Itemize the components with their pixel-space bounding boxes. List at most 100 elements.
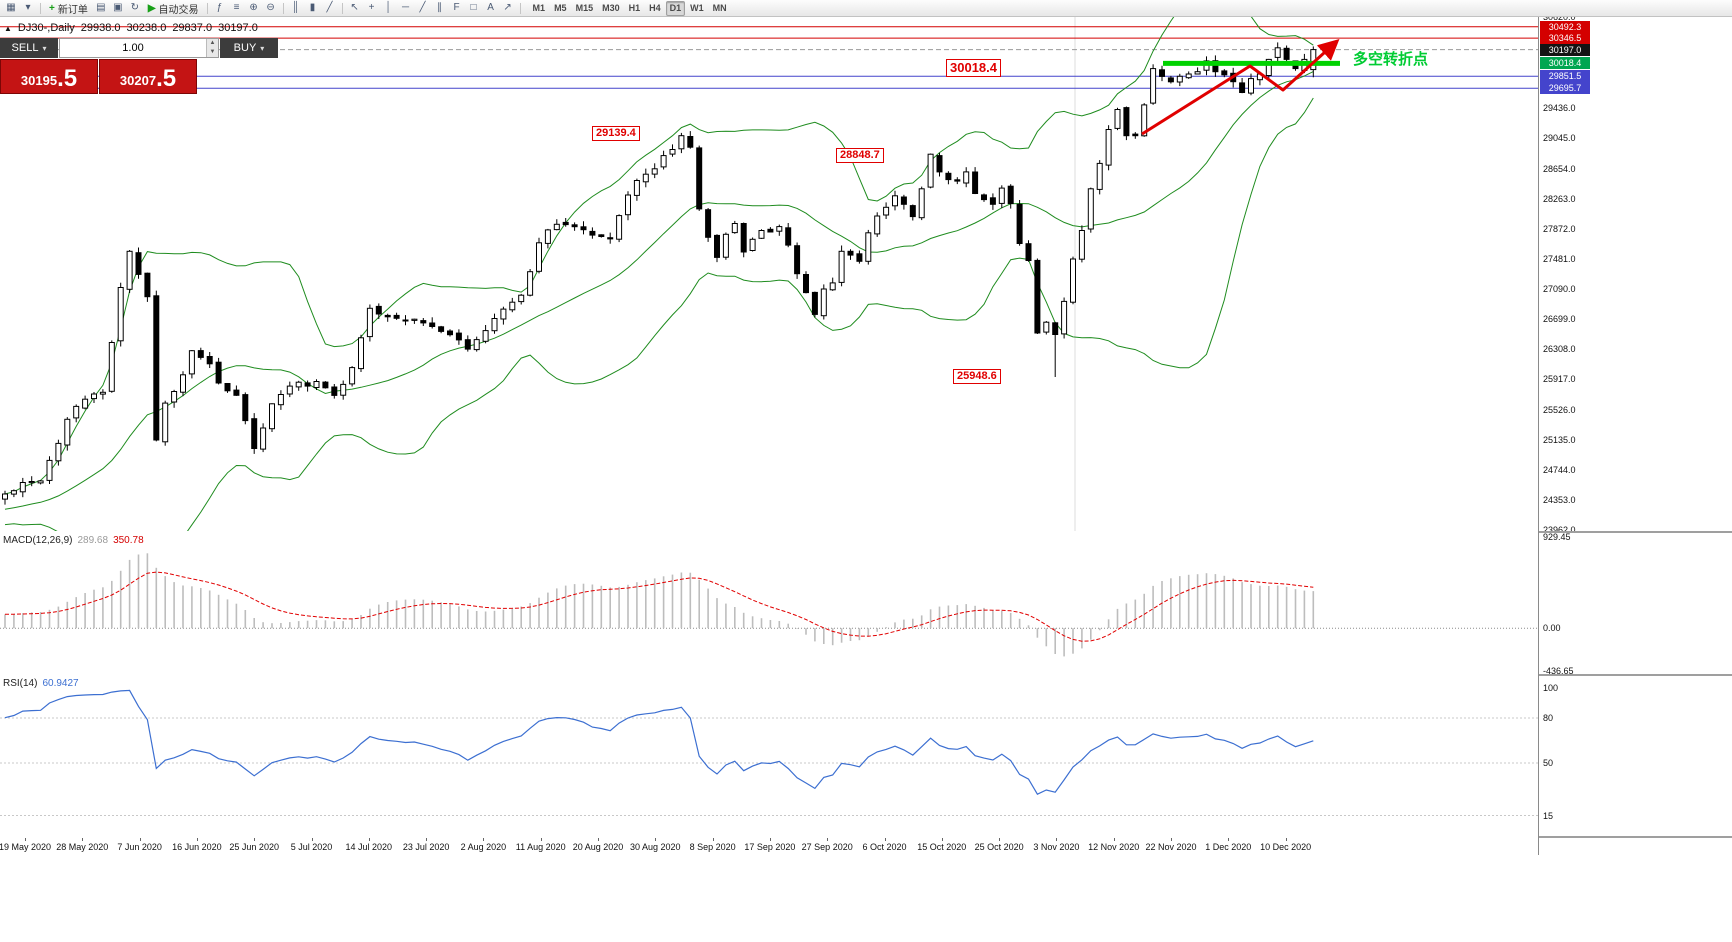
price-axis[interactable]: 30620.0 29436.0 29045.0 28654.0 28263.0 27872… <box>1538 12 1732 855</box>
sell-dropdown-button[interactable]: SELL ▾ <box>0 38 58 58</box>
price-axis-label: 26308.0 <box>1543 344 1576 355</box>
price-axis-badge: 30492.3 <box>1540 20 1590 33</box>
horizontal-line-icon: ─ <box>402 2 410 13</box>
chart-profiles-icon: ▾ <box>25 2 31 13</box>
date-axis-tick <box>712 838 714 841</box>
price-axis-label: 25135.0 <box>1543 434 1576 445</box>
timeframe-h4-button[interactable]: H4 <box>649 2 661 13</box>
price-axis-label: 29045.0 <box>1543 133 1576 144</box>
zoom-in-icon[interactable]: ⊕ <box>246 1 262 15</box>
panel-splitter[interactable] <box>1539 531 1732 533</box>
lot-increase-button[interactable]: ▲ <box>207 39 218 48</box>
timeframe-group: M1 M5 M15 M30 H1 H4 D1 W1 MN <box>529 0 731 16</box>
bar-chart-icon: ║ <box>292 2 300 13</box>
shapes-icon[interactable]: □ <box>466 1 482 15</box>
symbol-name: DJ30-,Daily <box>17 22 75 34</box>
lot-decrease-button[interactable]: ▼ <box>207 48 218 57</box>
macd-panel[interactable]: MACD(12,26,9) 289.68 350.78 <box>0 533 1538 678</box>
panel-splitter[interactable] <box>1539 674 1732 676</box>
new-chart-icon[interactable]: ▦ <box>3 1 19 15</box>
candlestick-chart-icon[interactable]: ▮ <box>305 1 321 15</box>
bar-chart-icon[interactable]: ║ <box>288 1 304 15</box>
macd-header: MACD(12,26,9) 289.68 350.78 <box>3 535 144 546</box>
timeframe-d1-button[interactable]: D1 <box>665 0 686 16</box>
date-axis-tick <box>82 838 84 841</box>
horizontal-line-icon[interactable]: ─ <box>398 1 414 15</box>
timeframe-m30-button[interactable]: M30 <box>602 2 620 13</box>
price-axis-badge: 30018.4 <box>1540 57 1590 70</box>
date-axis-tick <box>311 838 313 841</box>
zoom-in-icon: ⊕ <box>249 2 258 13</box>
auto-trading-button[interactable]: ▶ 自动交易 <box>144 1 203 16</box>
rsi-axis-label: 80 <box>1543 713 1554 723</box>
lot-size-field: ▲ ▼ <box>59 38 219 58</box>
ohlc-low: 29837.0 <box>172 22 213 34</box>
toolbar-separator <box>206 2 208 14</box>
price-big-digits: .5 <box>57 65 78 92</box>
sell-button[interactable]: 30195.5 <box>0 59 98 94</box>
lot-stepper: ▲ ▼ <box>206 39 218 57</box>
panel-splitter[interactable] <box>1539 836 1732 838</box>
vertical-line-icon[interactable]: │ <box>381 1 397 15</box>
trendline-icon: ╱ <box>419 2 426 13</box>
toolbar-separator <box>282 2 284 14</box>
date-axis-label: 19 May 2020 <box>0 842 52 852</box>
fibonacci-icon[interactable]: F <box>449 1 465 15</box>
timeframe-mn-button[interactable]: MN <box>712 2 727 13</box>
ohlc-high: 30238.0 <box>126 22 167 34</box>
new-chart-icon: ▦ <box>6 2 16 13</box>
data-window-icon[interactable]: ▣ <box>110 1 126 15</box>
price-annotation: 29139.4 <box>592 126 640 141</box>
indicators-icon[interactable]: ƒ <box>212 1 228 15</box>
buy-label: BUY <box>233 42 257 54</box>
text-icon: A <box>487 2 494 13</box>
date-axis-label: 14 Jul 2020 <box>345 842 393 852</box>
refresh-icon[interactable]: ↻ <box>127 1 143 15</box>
toolbar-separator <box>40 2 41 14</box>
buy-button[interactable]: 30207.5 <box>99 59 197 94</box>
rsi-panel[interactable]: RSI(14) 60.9427 <box>0 676 1538 840</box>
date-axis-label: 10 Dec 2020 <box>1260 842 1312 852</box>
lot-input[interactable] <box>60 39 206 57</box>
toolbar: ▦ ▾ + 新订单 ▤ ▣ ↻ ▶ 自动交易 ƒ ≡ ⊕ ⊖ ║ ▮ ╱ ↖ + │ ─ ╱ ∥ F □ A ↗ M1 M5 M15 M3… <box>0 0 1732 17</box>
main-chart-panel[interactable]: ▲ DJ30-,Daily 29938.0 30238.0 29837.0 30… <box>0 16 1538 535</box>
macd-axis-label: -436.65 <box>1543 666 1574 676</box>
price-axis-label: 29436.0 <box>1543 103 1576 114</box>
objects-list-icon[interactable]: ≡ <box>229 1 245 15</box>
date-axis-label: 25 Jun 2020 <box>229 842 279 852</box>
timeframe-m5-button[interactable]: M5 <box>554 2 567 13</box>
text-icon[interactable]: A <box>483 1 499 15</box>
turning-point-label: 多空转折点 <box>1353 51 1429 68</box>
date-axis-tick <box>1113 838 1115 841</box>
timeframe-m1-button[interactable]: M1 <box>532 2 546 13</box>
arrows-icon[interactable]: ↗ <box>500 1 516 15</box>
buy-dropdown-button[interactable]: BUY ▾ <box>220 38 278 58</box>
channel-icon[interactable]: ∥ <box>432 1 448 15</box>
date-axis-label: 16 Jun 2020 <box>172 842 222 852</box>
cursor-icon[interactable]: ↖ <box>347 1 363 15</box>
vertical-line-icon: │ <box>385 2 392 13</box>
objects-list-icon: ≡ <box>233 2 240 13</box>
cursor-icon: ↖ <box>350 2 359 13</box>
candlestick-chart[interactable] <box>0 16 1538 531</box>
chart-profiles-icon[interactable]: ▾ <box>20 1 36 15</box>
date-axis[interactable]: 19 May 2020 28 May 2020 7 Jun 2020 16 Jun 2… <box>0 838 1538 855</box>
price-axis-badge: 29695.7 <box>1540 82 1590 95</box>
timeframe-m15-button[interactable]: M15 <box>575 2 594 13</box>
line-chart-icon[interactable]: ╱ <box>322 1 338 15</box>
price-digits: 30207 <box>119 73 157 88</box>
date-axis-tick <box>540 838 542 841</box>
date-axis-tick <box>884 838 886 841</box>
market-watch-icon: ▤ <box>96 2 106 13</box>
timeframe-w1-button[interactable]: W1 <box>690 2 704 13</box>
date-axis-label: 20 Aug 2020 <box>572 842 624 852</box>
trendline-icon[interactable]: ╱ <box>415 1 431 15</box>
zoom-out-icon[interactable]: ⊖ <box>263 1 279 15</box>
zoom-out-icon: ⊖ <box>266 2 275 13</box>
timeframe-h1-button[interactable]: H1 <box>628 2 641 13</box>
crosshair-icon[interactable]: + <box>364 1 380 15</box>
new-order-button[interactable]: + 新订单 <box>45 1 92 16</box>
market-watch-icon[interactable]: ▤ <box>93 1 109 15</box>
macd-signal-value: 350.78 <box>113 535 144 546</box>
price-axis-label: 25526.0 <box>1543 404 1576 415</box>
